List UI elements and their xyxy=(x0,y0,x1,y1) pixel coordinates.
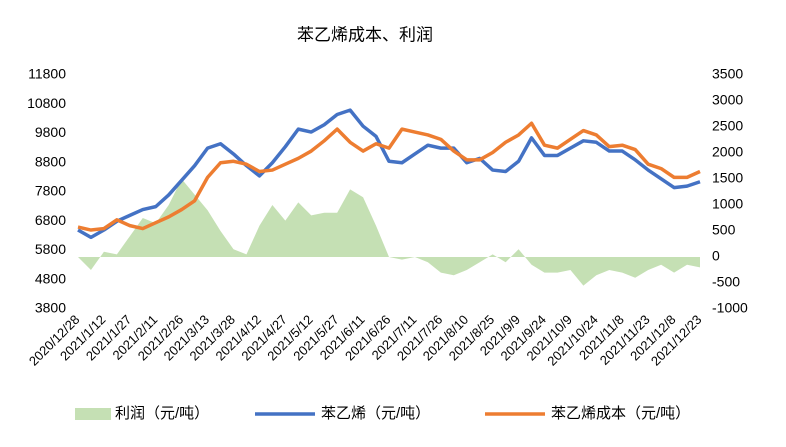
y2-tick-label: 0 xyxy=(712,248,720,264)
y2-tick-label: 1000 xyxy=(712,196,743,212)
y2-tick-label: -1000 xyxy=(712,300,748,316)
line xyxy=(77,121,701,232)
y-tick-label: 8800 xyxy=(35,153,66,169)
line xyxy=(77,108,701,240)
y2-tick-label: 1500 xyxy=(712,170,743,186)
y2-tick-label: 3000 xyxy=(712,92,743,108)
area xyxy=(78,179,700,286)
chart-title: 苯乙烯成本、利润 xyxy=(297,25,433,44)
y2-tick-label: 500 xyxy=(712,222,736,238)
y-tick-label: 5800 xyxy=(35,241,66,257)
y-tick-label: 9800 xyxy=(35,124,66,140)
y-tick-label: 11800 xyxy=(28,66,66,82)
y-tick-label: 10800 xyxy=(27,95,66,111)
y2-tick-label: 3500 xyxy=(712,66,743,82)
legend-swatch xyxy=(75,408,111,420)
y-tick-label: 7800 xyxy=(35,183,66,199)
legend-label: 利润（元/吨） xyxy=(115,405,209,422)
y2-tick-label: -500 xyxy=(712,274,740,290)
legend-label: 苯乙烯（元/吨） xyxy=(321,405,430,422)
y-tick-label: 4800 xyxy=(35,270,66,286)
legend-label: 苯乙烯成本（元/吨） xyxy=(551,405,690,422)
y2-tick-label: 2000 xyxy=(712,144,743,160)
y2-tick-label: 2500 xyxy=(712,118,743,134)
y-tick-label: 3800 xyxy=(35,300,66,316)
y-tick-label: 6800 xyxy=(35,212,66,228)
